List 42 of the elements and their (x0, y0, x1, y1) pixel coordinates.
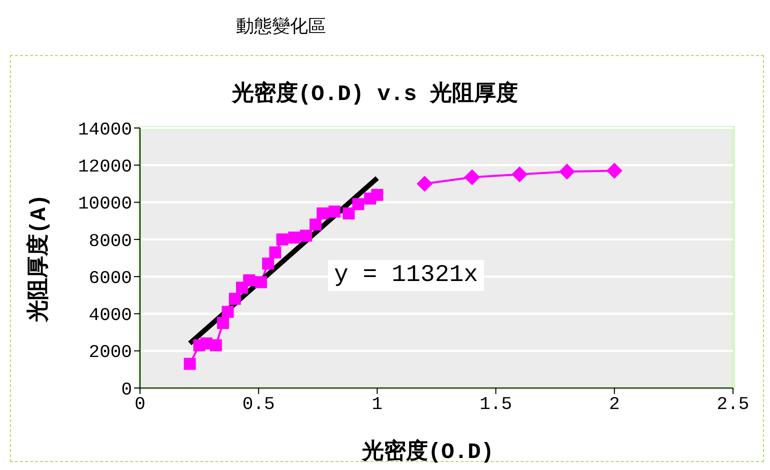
point (288, 232, 300, 244)
y-tick-label: 10000 (78, 194, 132, 215)
point (371, 188, 384, 201)
point (606, 162, 622, 179)
x-tick-label: 1.5 (480, 394, 512, 415)
point (300, 230, 312, 242)
point (558, 164, 575, 180)
chart-title: 光密度(O.D) v.s 光阻厚度 (230, 80, 520, 108)
point (310, 218, 322, 231)
y-tick-label: 8000 (88, 232, 132, 252)
y-tick-label: 6000 (88, 268, 132, 289)
point (210, 339, 222, 352)
point (217, 317, 230, 329)
point (243, 274, 256, 286)
x-tick-label: 1 (372, 394, 383, 415)
point (254, 276, 267, 288)
point (269, 246, 282, 258)
x-tick-label: 0 (134, 394, 146, 415)
point (228, 292, 241, 305)
point (328, 206, 341, 218)
point (352, 198, 364, 210)
point (416, 176, 433, 192)
y-tick-label: 12000 (78, 158, 132, 178)
x-tick-label: 2 (608, 394, 620, 415)
x-tick-label: 2.5 (716, 394, 750, 415)
y-axis-title: 光阻厚度(A) (24, 193, 53, 325)
y-tick-label: 0 (121, 380, 132, 400)
point (276, 233, 288, 246)
y-tick-label: 4000 (88, 306, 132, 326)
point (512, 166, 528, 182)
point (222, 306, 234, 318)
y-tick-label: 14000 (78, 120, 132, 140)
point (262, 258, 274, 270)
y-tick-label: 2000 (88, 343, 132, 364)
point (184, 358, 196, 370)
point (342, 207, 355, 220)
x-tick-label: 0.5 (242, 394, 275, 415)
x-axis-title: 光密度(O.D) (360, 438, 495, 466)
point (316, 207, 329, 220)
point (464, 169, 480, 186)
annotation: y = 11321x (328, 260, 484, 291)
text: 動態變化區 (236, 15, 326, 38)
